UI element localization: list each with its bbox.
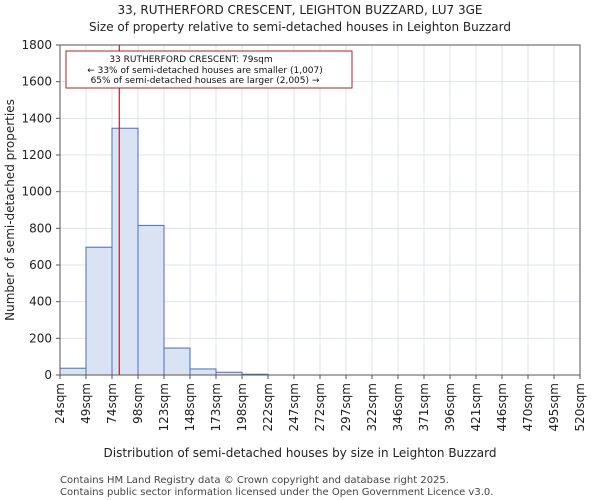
y-tick-label: 200 bbox=[29, 331, 52, 345]
x-tick-label: 520sqm bbox=[573, 383, 587, 431]
x-tick-label: 470sqm bbox=[521, 383, 535, 431]
y-tick-label: 600 bbox=[29, 258, 52, 272]
histogram-bar bbox=[189, 368, 217, 376]
y-tick-label: 800 bbox=[29, 221, 52, 235]
histogram-bar bbox=[111, 127, 139, 376]
y-tick-label: 0 bbox=[44, 368, 52, 382]
bars-layer bbox=[59, 127, 269, 376]
y-axis-label: Number of semi-detached properties bbox=[3, 99, 17, 321]
annotation-line-3: 65% of semi-detached houses are larger (… bbox=[91, 76, 320, 86]
histogram-bar bbox=[137, 224, 165, 376]
x-tick-label: 24sqm bbox=[53, 383, 67, 424]
y-tick-label: 1200 bbox=[21, 148, 52, 162]
y-tick-label: 1000 bbox=[21, 185, 52, 199]
chart-subtitle: Size of property relative to semi-detach… bbox=[89, 20, 511, 34]
x-tick-label: 222sqm bbox=[261, 383, 275, 431]
x-tick-label: 446sqm bbox=[495, 383, 509, 431]
annotation-line-1: 33 RUTHERFORD CRESCENT: 79sqm bbox=[109, 55, 272, 65]
x-tick-label: 173sqm bbox=[209, 383, 223, 431]
y-tick-label: 1600 bbox=[21, 75, 52, 89]
x-ticks: 24sqm 49sqm 74sqm 98sqm 123sqm 148sqm 173sqm 19… bbox=[53, 375, 587, 431]
x-tick-label: 272sqm bbox=[313, 383, 327, 431]
footer-line-1: Contains HM Land Registry data © Crown c… bbox=[60, 475, 449, 486]
x-tick-label: 322sqm bbox=[365, 383, 379, 431]
histogram-bar bbox=[163, 347, 191, 376]
y-tick-label: 400 bbox=[29, 295, 52, 309]
x-tick-label: 123sqm bbox=[157, 383, 171, 431]
histogram-bar bbox=[85, 246, 113, 376]
chart-title: 33, RUTHERFORD CRESCENT, LEIGHTON BUZZAR… bbox=[117, 3, 482, 17]
annotation-frame bbox=[65, 50, 353, 89]
x-tick-label: 396sqm bbox=[443, 383, 457, 431]
x-tick-label: 297sqm bbox=[339, 383, 353, 431]
x-tick-label: 198sqm bbox=[235, 383, 249, 431]
y-ticks: 0 200 400 600 800 1000 1200 1400 1600 1800 bbox=[21, 38, 60, 382]
x-tick-label: 247sqm bbox=[287, 383, 301, 431]
annotation-box: 33 RUTHERFORD CRESCENT: 79sqm ← 33% of s… bbox=[65, 50, 353, 89]
x-tick-label: 346sqm bbox=[391, 383, 405, 431]
histogram-bar bbox=[59, 367, 87, 376]
x-tick-label: 98sqm bbox=[131, 383, 145, 424]
x-axis-label: Distribution of semi-detached houses by … bbox=[104, 446, 497, 460]
x-tick-label: 421sqm bbox=[469, 383, 483, 431]
x-tick-label: 49sqm bbox=[79, 383, 93, 424]
y-tick-label: 1800 bbox=[21, 38, 52, 52]
x-tick-label: 74sqm bbox=[105, 383, 119, 424]
x-tick-label: 148sqm bbox=[183, 383, 197, 431]
y-tick-label: 1400 bbox=[21, 111, 52, 125]
x-tick-label: 371sqm bbox=[417, 383, 431, 431]
annotation-line-2: ← 33% of semi-detached houses are smalle… bbox=[87, 66, 323, 76]
footer-line-2: Contains public sector information licen… bbox=[60, 487, 493, 498]
x-tick-label: 495sqm bbox=[547, 383, 561, 431]
